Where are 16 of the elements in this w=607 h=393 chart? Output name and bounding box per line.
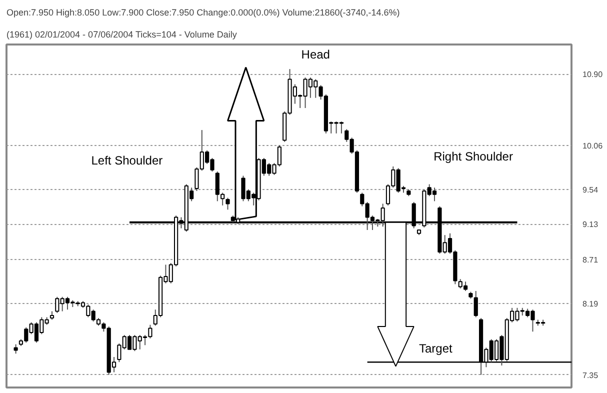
y-tick-label: 9.13 [582,220,599,230]
y-tick-label: 8.71 [582,256,599,265]
y-tick-label: 10.90 [582,70,604,80]
chart-subtitle: (1961) 02/01/2004 - 07/06/2004 Ticks=104 - Volume Daily [6,30,238,40]
candlestick [226,197,230,210]
ref-line-label: Target [419,341,454,356]
annotation: Right Shoulder [434,149,513,164]
candlestick [14,344,18,354]
chart-title: Open:7.950 High:8.050 Low:7.900 Close:7.950 Change:0.000(0.0%) Volume:21860(-3740,-14.6%) [6,8,400,18]
y-tick-label: 10.06 [582,141,604,150]
y-tick-label: 7.35 [582,370,599,380]
y-tick-label: 8.19 [582,300,599,309]
annotation: Head [301,48,330,62]
y-tick-label: 9.54 [582,185,599,194]
annotation: Left Shoulder [91,154,163,168]
candlestick [474,290,478,318]
